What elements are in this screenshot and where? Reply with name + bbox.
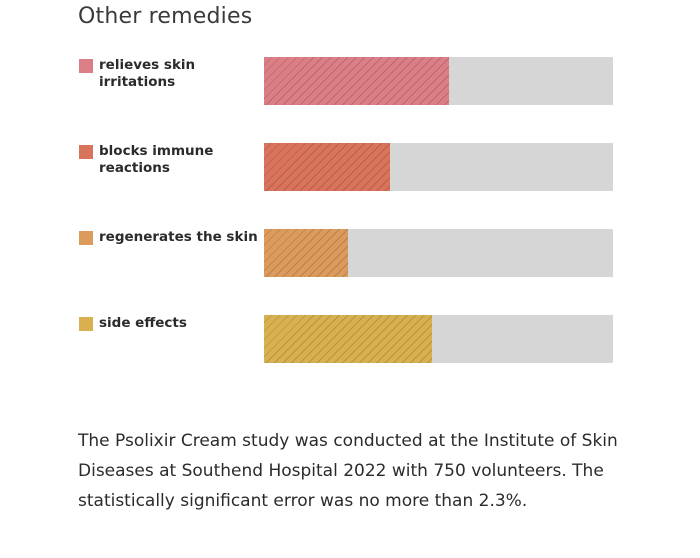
bar-fill [264,315,432,363]
legend-swatch [79,59,93,73]
chart-title: Other remedies [78,4,253,29]
bar-track [264,315,613,363]
bar-label: regenerates the skin [99,229,258,245]
bar-track [264,143,613,191]
bar-label: side effects [99,315,187,331]
bar-track [264,229,613,277]
legend-swatch [79,231,93,245]
bar-label: blocks immune reactions [99,143,214,176]
study-footnote: The Psolixir Cream study was conducted a… [78,431,618,511]
bar-fill [264,143,390,191]
legend-swatch [79,145,93,159]
bar-label: relieves skin irritations [99,57,196,90]
bar-fill [264,229,348,277]
bar-track [264,57,613,105]
legend-swatch [79,317,93,331]
bar-fill [264,57,449,105]
